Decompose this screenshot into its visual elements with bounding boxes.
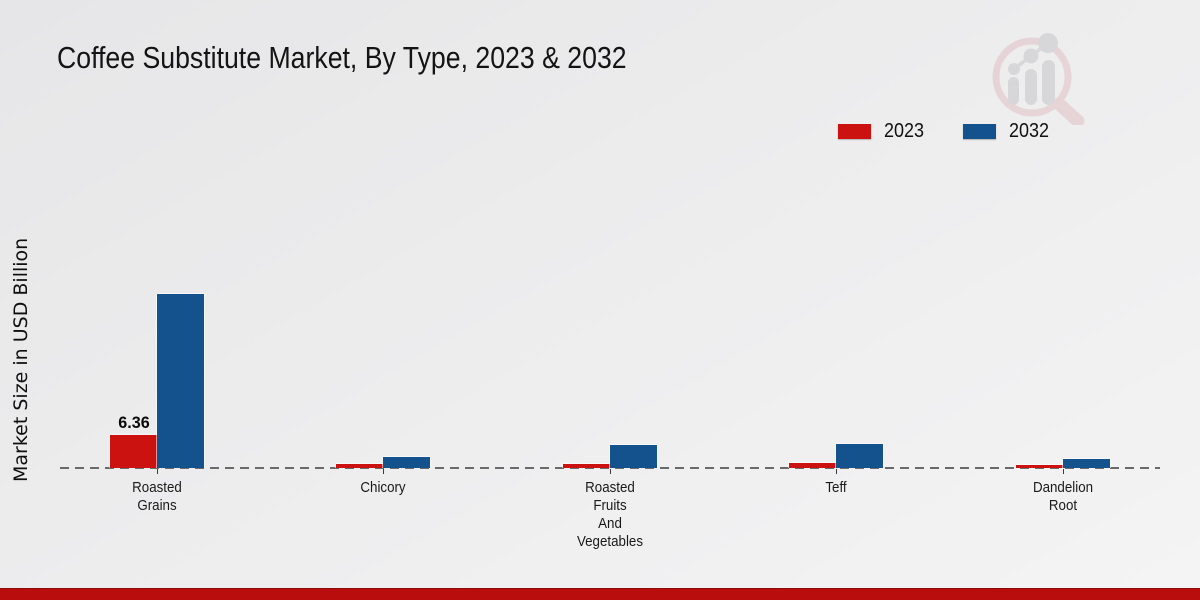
legend-label-2032: 2032 [1008,120,1049,142]
category-label: Roasted Fruits And Vegetables [576,480,644,550]
category-label: Chicory [360,480,406,496]
x-axis-tick [157,469,158,474]
category-label: Teff [825,480,847,496]
brand-logo-magnifier-chart-icon [992,33,1085,125]
legend-item-2032: 2032 [962,120,1054,143]
legend-swatch-2032 [962,124,996,139]
legend-swatch-2023 [838,124,871,139]
bar-2032-category-0 [157,294,204,468]
category-label: Roasted Grains [132,480,182,514]
chart-title: Coffee Substitute Market, By Type, 2023 … [57,40,627,75]
category-label: Dandelion Root [1032,480,1094,514]
magnifier-handle [1052,97,1085,125]
x-axis-tick [836,469,837,474]
bar-2023-category-3 [789,463,836,468]
bar-2023-category-2 [563,464,610,468]
logo-bar-short [1008,77,1019,105]
logo-dot-large [1038,33,1058,53]
x-axis-tick [383,469,384,474]
bar-2023-category-4 [1016,465,1063,468]
footer-red-band [0,588,1200,600]
logo-dot-small [1008,63,1020,75]
x-axis-dashed-baseline [60,467,1160,469]
legend-label-2023: 2023 [884,120,925,142]
legend-item-2023: 2023 [838,120,929,143]
x-axis-tick [1063,469,1064,474]
bar-2032-category-1 [383,457,430,468]
logo-dot-medium [1023,48,1039,64]
magnifier-ring [992,37,1072,117]
x-axis-tick [610,469,611,474]
bar-2032-category-2 [610,445,657,468]
bar-2032-category-3 [836,444,883,468]
bar-2023-category-1 [336,464,383,468]
logo-bar-tall [1042,60,1055,105]
bar-2023-category-0 [110,435,157,468]
bar-2032-category-4 [1063,459,1110,468]
logo-bar-medium [1025,69,1037,105]
legend: 2023 2032 [838,120,1053,143]
bar-value-label: 6.36 [117,413,150,432]
